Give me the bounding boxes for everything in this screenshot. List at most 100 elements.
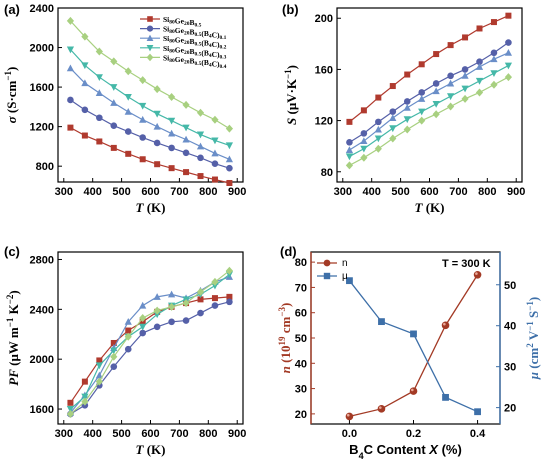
data-point (139, 156, 146, 163)
data-point-n-highlight (411, 388, 414, 392)
series-line-n (349, 274, 479, 418)
data-point (447, 102, 455, 111)
data-point (389, 125, 397, 133)
data-point (81, 393, 89, 401)
data-point (375, 94, 382, 101)
legend-marker (146, 53, 154, 62)
data-point (196, 287, 205, 296)
legend-marker-mu (323, 272, 331, 280)
data-point-n-highlight (475, 272, 478, 275)
y-tick-label-right: 40 (504, 321, 516, 333)
data-point (360, 145, 368, 153)
data-point (461, 66, 469, 73)
data-point (153, 110, 161, 118)
data-point (447, 93, 455, 101)
y-tick-label: 1200 (30, 122, 54, 134)
data-point (182, 100, 190, 109)
data-point (225, 124, 234, 133)
legend-marker (146, 45, 154, 52)
data-point (139, 301, 147, 309)
data-point (182, 124, 190, 132)
y-tick-label: 2400 (30, 3, 54, 15)
x-tick-label: 400 (84, 186, 102, 198)
x-tick-label: 800 (199, 186, 217, 198)
data-point (139, 102, 147, 110)
data-point (197, 309, 204, 317)
series-line (70, 67, 230, 160)
data-point (360, 137, 368, 145)
data-point (225, 155, 234, 163)
data-point (153, 306, 161, 315)
data-point (432, 87, 440, 95)
x-tick-label: 700 (170, 186, 188, 198)
data-point (505, 39, 512, 46)
plot-frame (310, 251, 501, 425)
data-point (66, 46, 75, 54)
data-point-n-highlight (378, 406, 382, 409)
data-point (81, 397, 89, 406)
data-point (124, 345, 132, 353)
x-tick-label: 400 (84, 428, 102, 440)
data-point (110, 352, 118, 361)
y-tick-label: 1600 (30, 82, 54, 94)
data-point (476, 58, 483, 66)
data-point (124, 67, 132, 76)
data-point (124, 128, 132, 135)
legend-label: Si80Ge20B0.5(B4C)0.1 (163, 25, 227, 41)
legend-label: Si80Ge20B0.5(B4C)0.3 (163, 44, 227, 61)
data-point (125, 150, 132, 157)
x-tick-label: 600 (141, 428, 159, 440)
data-point (139, 134, 146, 141)
data-point (139, 329, 146, 337)
data-point (226, 298, 233, 306)
legend-label: Si80Ge20B0.5(B4C)0.4 (163, 53, 227, 70)
data-point (168, 165, 175, 172)
data-point (95, 377, 103, 386)
data-point (211, 277, 219, 286)
y-tick-label-left: 70 (295, 282, 307, 294)
data-point (153, 122, 161, 130)
data-point (197, 154, 204, 162)
data-point-mu (474, 408, 481, 416)
panel-label: (c) (4, 244, 20, 259)
data-point (360, 153, 368, 162)
data-point (389, 83, 396, 90)
data-point (197, 173, 204, 180)
x-tick-label: 800 (478, 186, 496, 198)
data-point (374, 135, 382, 143)
data-point (403, 98, 411, 105)
x-axis-title: T (K) (415, 200, 445, 215)
data-point (110, 84, 118, 91)
data-point (66, 64, 75, 72)
data-point (389, 108, 397, 115)
y-tick-label-right: 50 (504, 280, 516, 292)
data-point (404, 71, 411, 78)
x-tick-label: 0.2 (406, 428, 421, 440)
y-tick-label: 2000 (30, 43, 54, 55)
panel-label: (b) (282, 2, 299, 17)
x-tick-label: 700 (170, 428, 188, 440)
data-point (226, 164, 233, 172)
y-tick-label: 2000 (30, 354, 54, 366)
data-point (418, 61, 425, 68)
data-point (153, 311, 161, 319)
data-point-mu (410, 330, 417, 338)
data-point (153, 85, 161, 94)
data-point (139, 115, 147, 123)
data-point (66, 410, 75, 419)
x-tick-label: 400 (363, 186, 381, 198)
data-point (375, 118, 382, 126)
data-point (403, 125, 411, 134)
y-tick-label: 2800 (30, 254, 54, 266)
data-point (490, 19, 497, 26)
data-point (96, 357, 103, 364)
panel-label: (d) (280, 244, 297, 259)
panel-d: 0.0 0.2 0.4 20 30 40 50 60 70 80 20 30 40 50 (d) nμ T = … (277, 244, 541, 461)
data-point (346, 118, 353, 125)
data-point (110, 57, 118, 66)
x-tick-label: 300 (55, 186, 73, 198)
data-point (183, 169, 190, 176)
y-axis-title-left: n (1019 cm−3) (277, 303, 293, 374)
data-point (182, 135, 190, 143)
data-point (461, 72, 469, 79)
